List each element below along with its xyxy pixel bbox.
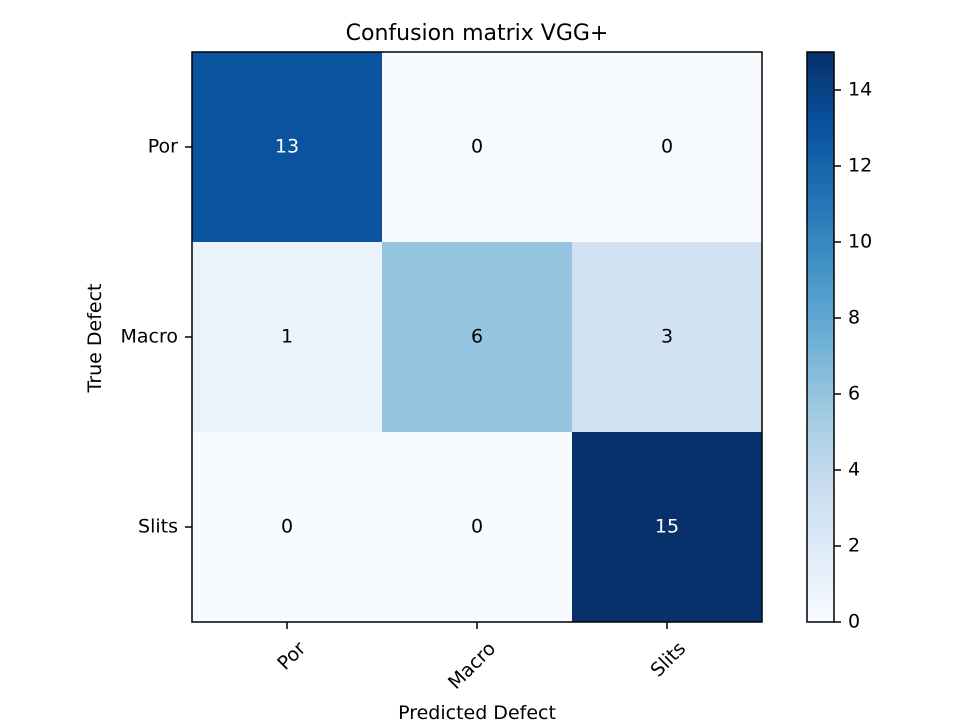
x-tick-label: Slits [646,638,690,682]
cell-value-label: 15 [655,516,679,538]
heatmap-cell [572,52,763,243]
colorbar-tick-label: 6 [848,383,860,405]
heatmap-cell [382,432,573,623]
cell-value-label: 0 [471,136,483,158]
cell-value-label: 6 [471,326,483,348]
cell-value-label: 0 [661,136,673,158]
heatmap-cell [382,52,573,243]
y-axis-ticks: Por Macro Slits [120,136,192,538]
y-axis-label: True Defect [84,284,106,394]
heatmap-cell [382,242,573,433]
colorbar-tick-label: 10 [848,231,872,253]
y-tick-label: Slits [138,516,178,538]
heatmap-cell [572,242,763,433]
colorbar [806,51,835,623]
cell-value-label: 0 [281,516,293,538]
colorbar-tick-label: 4 [848,459,860,481]
x-axis-ticks: Por Macro Slits [273,622,690,694]
colorbar-ticks: 0 2 4 6 8 10 12 14 [834,79,872,633]
heatmap-cell [192,52,383,243]
y-tick-label: Macro [120,326,178,348]
cell-value-label: 13 [275,136,299,158]
x-tick-label: Por [273,637,310,674]
colorbar-tick-label: 14 [848,79,872,101]
colorbar-tick-label: 8 [848,307,860,329]
x-axis-label: Predicted Defect [398,702,556,720]
cell-value-label: 0 [471,516,483,538]
colorbar-tick-label: 12 [848,155,872,177]
heatmap-cell [192,432,383,623]
cell-value-label: 3 [661,326,673,348]
colorbar-tick-label: 0 [848,611,860,633]
heatmap-cell [572,432,763,623]
chart-title: Confusion matrix VGG+ [346,21,609,46]
cell-value-label: 1 [281,326,293,348]
heatmap-cell [192,242,383,433]
colorbar-tick-label: 2 [848,535,860,557]
y-tick-label: Por [148,136,178,158]
x-tick-label: Macro [444,638,500,694]
heatmap-cells: 13 0 0 1 6 3 0 0 15 [192,52,763,623]
